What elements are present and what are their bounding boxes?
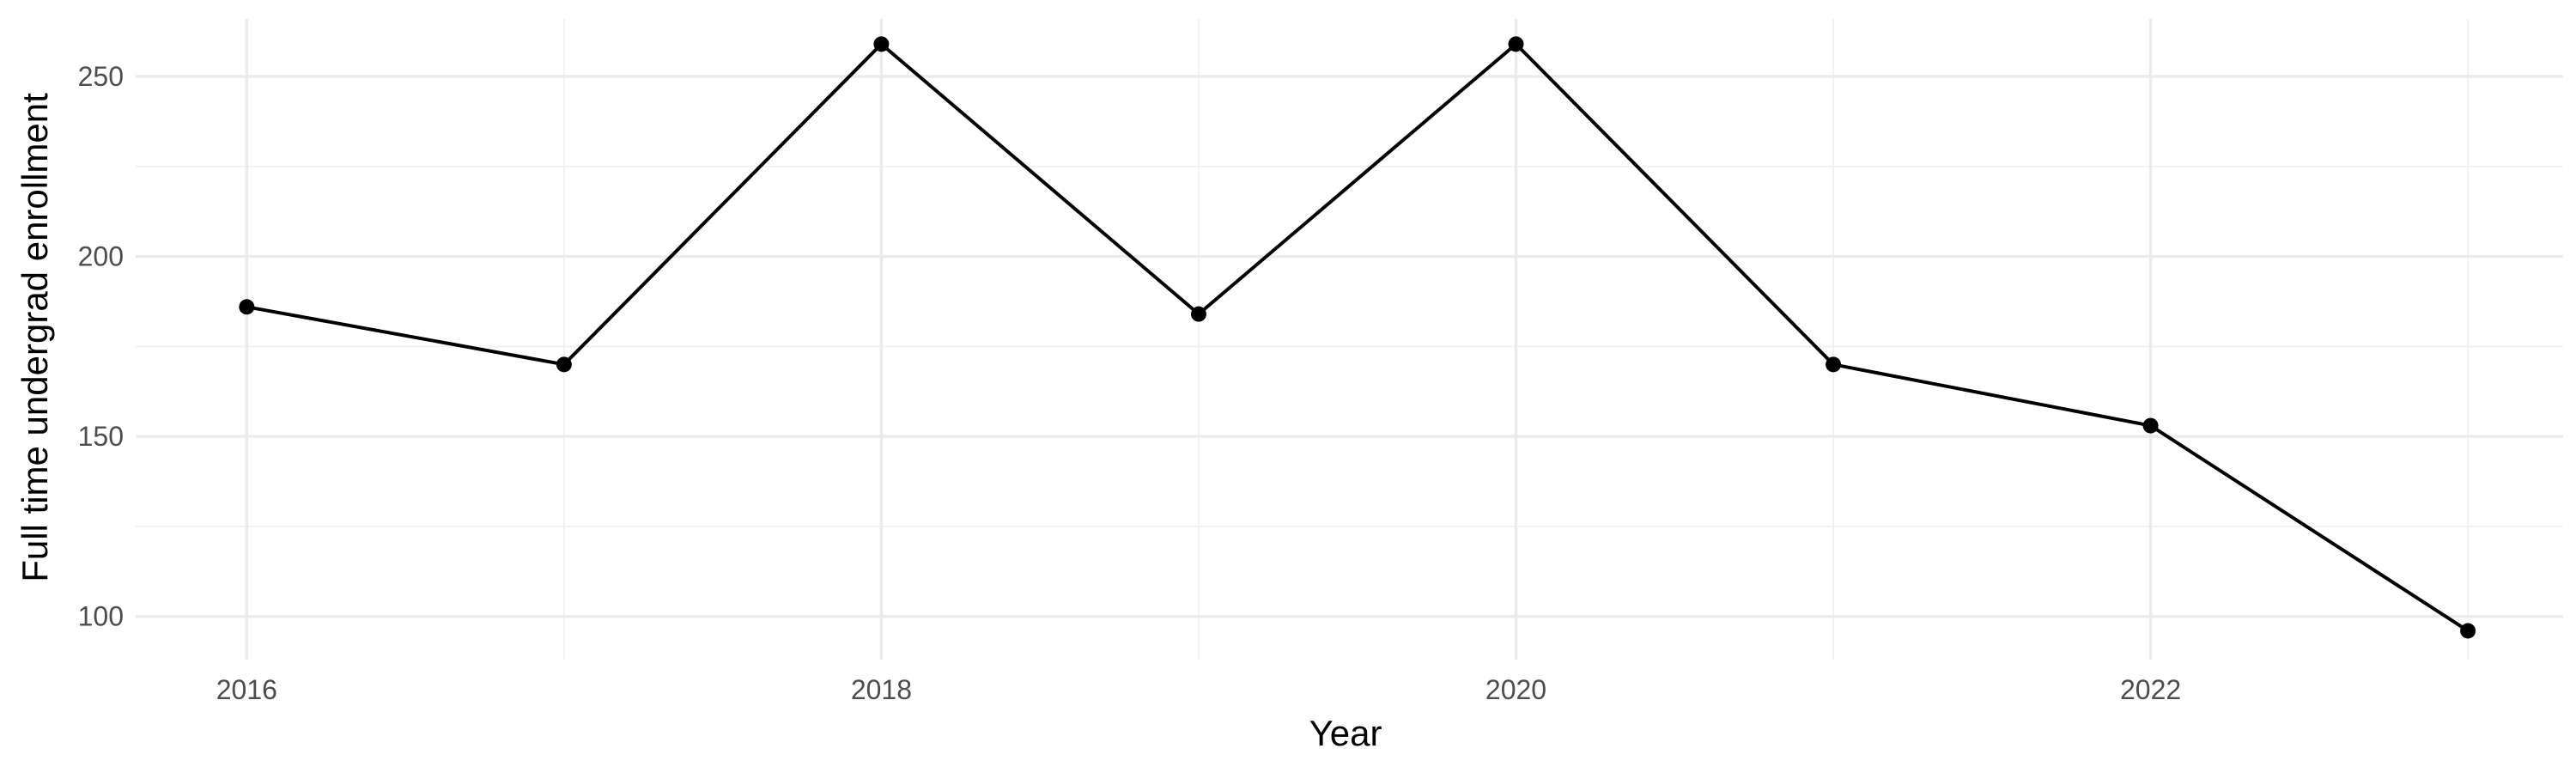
x-tick-label: 2018 <box>851 674 912 705</box>
data-point <box>239 299 255 315</box>
series-line <box>246 42 2470 633</box>
data-point <box>2142 417 2159 434</box>
x-tick-label: 2016 <box>216 674 277 705</box>
data-point <box>556 356 572 373</box>
x-tick-label: 2020 <box>1485 674 1546 705</box>
data-point <box>1190 306 1206 322</box>
y-tick-label: 250 <box>78 61 124 92</box>
tick-labels: 100 150 200 250 2016 2018 2020 2022 <box>78 61 2182 705</box>
y-tick-label: 150 <box>78 421 124 452</box>
x-axis-title: Year <box>1309 713 1382 753</box>
x-tick-label: 2022 <box>2120 674 2181 705</box>
y-tick-label: 200 <box>78 241 124 272</box>
y-tick-label: 100 <box>78 601 124 632</box>
data-point <box>873 36 890 52</box>
series <box>239 36 2476 639</box>
data-point <box>2460 623 2476 639</box>
data-point <box>1826 356 1842 373</box>
grid <box>136 19 2563 660</box>
y-axis-title: Full time undergrad enrollment <box>15 93 55 582</box>
data-point <box>1508 36 1524 52</box>
